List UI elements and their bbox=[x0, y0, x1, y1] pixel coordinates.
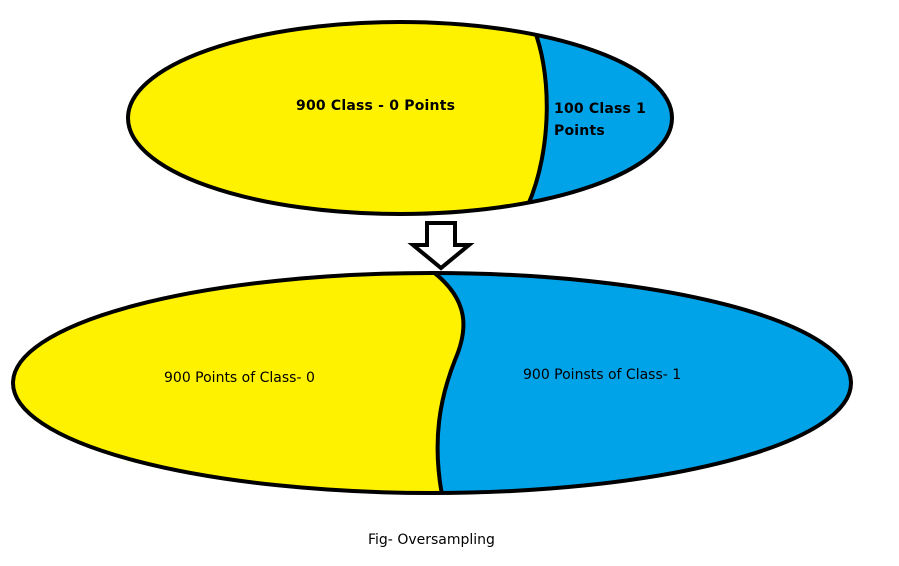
top-ellipse-outline bbox=[126, 20, 674, 216]
minority-divider-line bbox=[526, 22, 549, 206]
minority-class-label: 100 Class 1 Points bbox=[554, 101, 647, 139]
balanced-dataset-ellipse bbox=[11, 271, 853, 495]
class1-after-label: 900 Poinsts of Class- 1 bbox=[523, 367, 682, 383]
majority-class-label: 900 Class - 0 Points bbox=[296, 98, 456, 114]
down-arrow-icon bbox=[407, 221, 475, 271]
figure-caption: Fig- Oversampling bbox=[368, 532, 495, 548]
bottom-ellipse-outline bbox=[11, 271, 853, 495]
class-divider-line bbox=[430, 273, 466, 493]
class0-majority-region bbox=[128, 22, 672, 214]
class0-after-label: 900 Points of Class- 0 bbox=[164, 370, 315, 386]
class1-region bbox=[432, 273, 851, 493]
